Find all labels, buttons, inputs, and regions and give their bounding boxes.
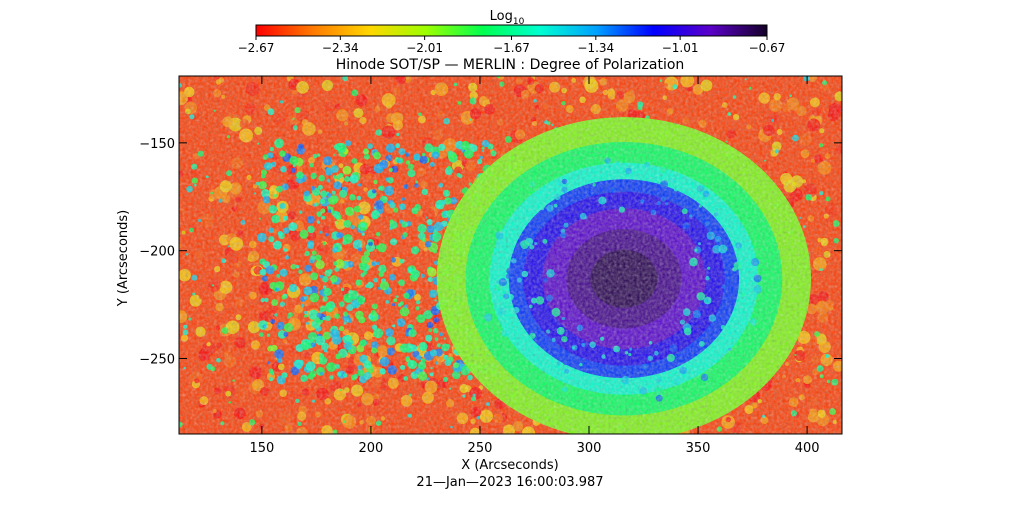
plot-frame (178, 75, 843, 435)
y-axis-label: Y (Arcseconds) (116, 210, 131, 307)
colorbar-gradient (255, 24, 768, 37)
colorbar-ticks: −2.67 −2.34 −2.01 −1.67 −1.34 −1.01 −0.67 (238, 36, 786, 55)
colorbar-title-sub: 10 (513, 17, 525, 27)
heatmap-plot-area (178, 75, 843, 435)
x-axis: 150 200 250 300 350 400 (249, 76, 820, 456)
y-tick-label: −250 (139, 353, 175, 368)
y-axis: −150 −200 −250 (139, 137, 842, 368)
colorbar-tick-label: −2.01 (406, 41, 443, 55)
x-tick-label: 250 (468, 441, 493, 456)
x-tick-label: 400 (795, 441, 820, 456)
heatmap-texture (179, 76, 842, 434)
colorbar-tick-label: −2.67 (238, 41, 275, 55)
chart-title: Hinode SOT/SP — MERLIN : Degree of Polar… (336, 57, 685, 73)
date-label: 21—Jan—2023 16:00:03.987 (416, 475, 603, 490)
colorbar-tick-label: −1.67 (493, 41, 530, 55)
colorbar-title: Log10 (490, 9, 525, 27)
x-tick-label: 350 (686, 441, 711, 456)
colorbar-tick-label: −0.67 (749, 41, 786, 55)
x-tick-label: 200 (359, 441, 384, 456)
x-tick-label: 150 (249, 441, 274, 456)
colorbar-tick-label: −1.34 (577, 41, 614, 55)
x-axis-label: X (Arcseconds) (461, 458, 558, 473)
colorbar-title-main: Log (490, 9, 513, 24)
y-tick-label: −150 (139, 137, 175, 152)
y-tick-label: −200 (139, 245, 175, 260)
x-tick-label: 300 (577, 441, 602, 456)
colorbar: Log10 −2.67 −2.34 −2.01 −1.67 −1.34 −1.01 −0.6… (238, 9, 786, 55)
colorbar-tick-label: −1.01 (662, 41, 699, 55)
colorbar-tick-label: −2.34 (322, 41, 359, 55)
